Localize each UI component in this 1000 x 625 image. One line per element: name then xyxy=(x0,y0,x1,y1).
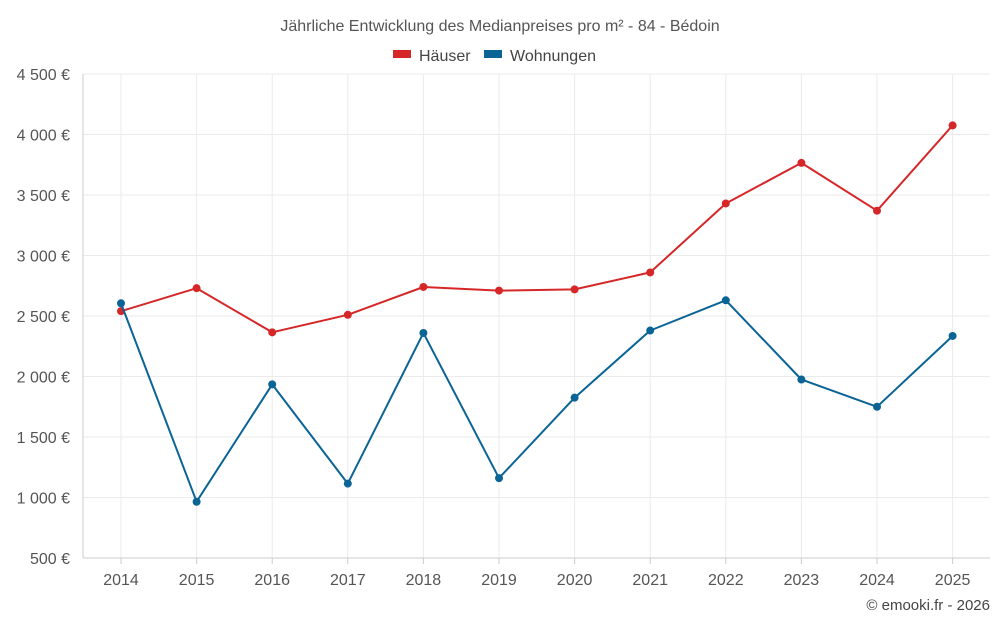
data-point-wohnungen[interactable] xyxy=(495,474,503,483)
x-tick-label: 2024 xyxy=(859,572,895,589)
chart-title: Jährliche Entwicklung des Medianpreises … xyxy=(280,18,719,35)
y-tick-label: 3 500 € xyxy=(17,188,70,205)
x-tick-label: 2015 xyxy=(179,572,215,589)
y-tick-label: 1 000 € xyxy=(17,491,70,508)
legend-item-haeuser[interactable]: Häuser xyxy=(393,48,471,65)
x-tick-label: 2019 xyxy=(481,572,517,589)
data-point-haeuser[interactable] xyxy=(570,285,579,294)
data-point-haeuser[interactable] xyxy=(192,284,201,293)
data-point-haeuser[interactable] xyxy=(343,310,352,319)
y-tick-label: 4 500 € xyxy=(17,67,70,84)
y-tick-label: 4 000 € xyxy=(17,128,70,145)
legend: Häuser Wohnungen xyxy=(393,48,596,65)
legend-label-haeuser: Häuser xyxy=(419,48,471,65)
data-point-haeuser[interactable] xyxy=(495,286,503,295)
x-tick-label: 2016 xyxy=(254,572,290,589)
x-tick-label: 2021 xyxy=(632,572,668,589)
data-point-wohnungen[interactable] xyxy=(268,380,277,389)
axes: 500 € 1 000 € 1 500 € 2 000 € 2 500 € 3 000 €… xyxy=(17,67,990,589)
legend-swatch-wohnungen xyxy=(484,50,502,58)
credit-text: © emooki.fr - 2026 xyxy=(866,597,990,614)
legend-item-wohnungen[interactable]: Wohnungen xyxy=(484,48,596,65)
x-tick-label: 2014 xyxy=(103,572,139,589)
data-point-wohnungen[interactable] xyxy=(721,296,730,305)
data-point-haeuser[interactable] xyxy=(646,268,655,277)
y-tick-label: 500 € xyxy=(30,551,70,568)
data-point-wohnungen[interactable] xyxy=(192,497,201,506)
data-point-haeuser[interactable] xyxy=(948,121,957,130)
grid xyxy=(83,73,990,558)
x-tick-label: 2023 xyxy=(784,572,820,589)
x-tick-label: 2018 xyxy=(406,572,442,589)
y-tick-label: 3 000 € xyxy=(17,249,70,266)
x-tick-label: 2022 xyxy=(708,572,744,589)
x-tick-label: 2025 xyxy=(935,572,971,589)
legend-swatch-haeuser xyxy=(393,50,411,58)
data-point-wohnungen[interactable] xyxy=(343,479,352,488)
x-tick-label: 2017 xyxy=(330,572,366,589)
series-line-haeuser xyxy=(120,124,954,334)
data-point-wohnungen[interactable] xyxy=(948,331,957,340)
data-point-wohnungen[interactable] xyxy=(570,393,579,402)
data-point-haeuser[interactable] xyxy=(268,328,277,337)
data-point-wohnungen[interactable] xyxy=(797,375,806,384)
legend-label-wohnungen: Wohnungen xyxy=(510,48,596,65)
series-line-wohnungen xyxy=(120,299,954,503)
y-tick-label: 2 000 € xyxy=(17,370,70,387)
y-tick-label: 1 500 € xyxy=(17,430,70,447)
data-point-haeuser[interactable] xyxy=(721,199,730,208)
data-point-wohnungen[interactable] xyxy=(873,402,881,411)
data-point-wohnungen[interactable] xyxy=(117,299,125,308)
data-point-haeuser[interactable] xyxy=(419,282,428,291)
data-point-wohnungen[interactable] xyxy=(646,326,655,335)
y-tick-label: 2 500 € xyxy=(17,309,70,326)
x-tick-label: 2020 xyxy=(557,572,593,589)
series xyxy=(117,121,957,506)
data-point-wohnungen[interactable] xyxy=(419,328,428,337)
data-point-haeuser[interactable] xyxy=(873,206,881,215)
data-point-haeuser[interactable] xyxy=(797,158,806,167)
